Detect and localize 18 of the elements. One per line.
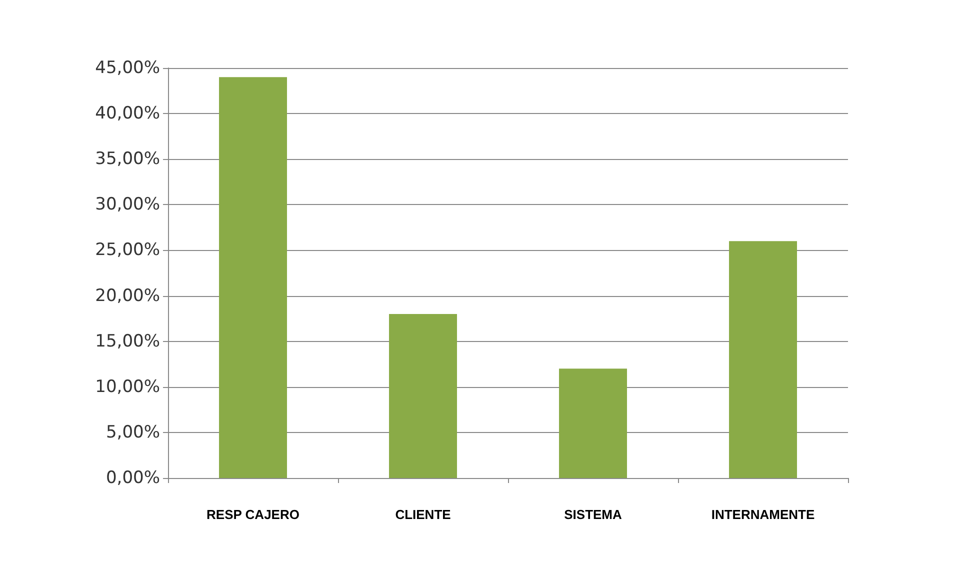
y-tick-label: 45,00% [95,58,160,78]
y-tick-label: 25,00% [95,240,160,260]
y-tick-label: 0,00% [106,468,160,488]
x-tick-label: CLIENTE [395,507,452,522]
y-tick-label: 15,00% [95,331,160,352]
y-tick-label: 35,00% [95,149,160,170]
bar [219,77,287,478]
y-tick-label: 10,00% [95,376,160,397]
x-tick-label: SISTEMA [564,507,622,522]
bar [559,368,627,478]
x-tick-label: RESP CAJERO [206,507,300,522]
bar [729,241,797,478]
y-tick-label: 30,00% [95,194,160,215]
x-tick-label: INTERNAMENTE [711,507,815,522]
bar [389,314,457,478]
y-tick-label: 5,00% [106,422,160,442]
y-tick-label: 40,00% [95,104,160,124]
y-tick-label: 20,00% [95,286,160,306]
